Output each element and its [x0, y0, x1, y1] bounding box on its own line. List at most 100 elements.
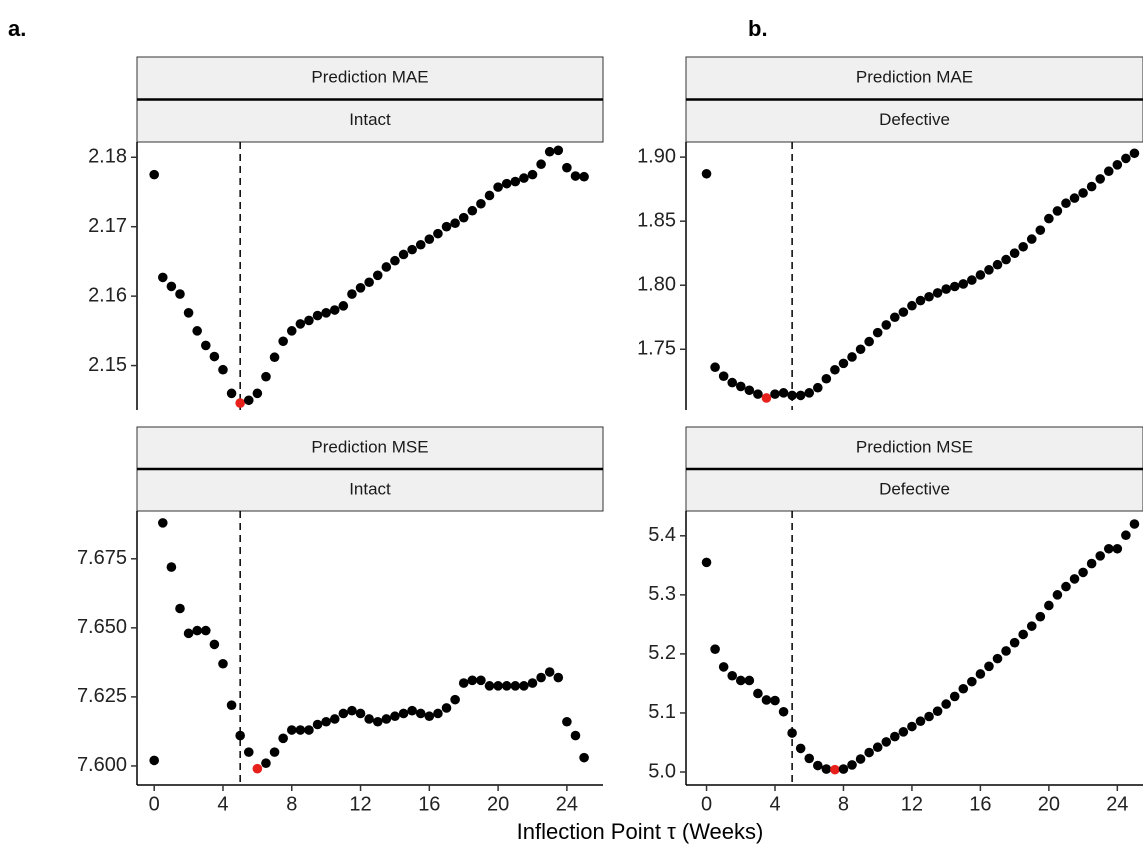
data-point	[941, 284, 951, 294]
data-point	[1112, 160, 1123, 170]
data-point	[958, 683, 969, 694]
data-point	[381, 262, 392, 272]
data-point	[286, 725, 297, 735]
strip-box	[136, 99, 604, 143]
data-point	[787, 390, 797, 401]
data-point	[166, 281, 177, 292]
data-point	[209, 639, 220, 650]
data-point	[907, 721, 917, 732]
data-point	[433, 228, 443, 239]
data-point	[1103, 166, 1114, 177]
data-point	[484, 681, 495, 691]
data-point	[390, 711, 400, 722]
data-point	[1044, 600, 1054, 611]
y-tick-label: 2.17	[88, 215, 127, 237]
data-point	[235, 730, 245, 741]
data-point	[536, 159, 546, 170]
data-point	[744, 675, 755, 686]
data-point	[761, 393, 772, 403]
data-point	[510, 176, 521, 187]
data-point	[838, 358, 849, 369]
data-point	[243, 747, 254, 757]
data-point	[787, 728, 797, 738]
data-point	[864, 336, 874, 347]
data-point	[175, 603, 185, 614]
data-point	[398, 249, 409, 260]
data-point	[252, 763, 263, 774]
data-point	[1069, 574, 1080, 584]
data-point	[544, 667, 555, 677]
strip-box	[685, 99, 1143, 143]
data-point	[553, 145, 564, 156]
x-tick-label: 4	[769, 793, 780, 815]
data-point	[984, 265, 994, 275]
data-point	[476, 198, 486, 209]
data-point	[218, 658, 228, 669]
data-point	[1026, 234, 1037, 244]
data-point	[364, 277, 374, 288]
data-point	[770, 389, 780, 399]
data-point	[1103, 543, 1114, 554]
y-tick-label: 1.75	[637, 338, 676, 360]
data-point	[226, 700, 237, 710]
data-point	[932, 706, 943, 716]
data-point	[1078, 188, 1088, 198]
data-point	[735, 381, 746, 392]
data-point	[1129, 519, 1140, 529]
data-point	[261, 371, 271, 382]
data-point	[830, 764, 840, 775]
data-point	[890, 312, 900, 323]
data-point	[1121, 153, 1131, 164]
data-point	[175, 289, 185, 299]
data-point	[967, 676, 977, 687]
y-tick-label: 1.80	[637, 274, 676, 296]
data-point	[753, 688, 763, 699]
data-point	[579, 171, 589, 182]
x-tick-label: 24	[556, 793, 578, 815]
y-tick-label: 5.0	[648, 760, 676, 782]
data-point	[570, 171, 581, 181]
data-point	[484, 190, 495, 201]
data-point	[519, 681, 529, 691]
data-point	[941, 699, 951, 709]
data-point	[718, 371, 729, 381]
data-point	[890, 731, 900, 742]
data-point	[209, 351, 220, 362]
data-point	[527, 678, 538, 688]
data-point	[864, 747, 874, 758]
data-point	[821, 373, 832, 384]
data-point	[881, 737, 892, 747]
data-point	[932, 288, 943, 298]
strip-box	[136, 468, 604, 512]
data-point	[312, 719, 323, 730]
data-point	[527, 169, 538, 180]
data-point	[553, 672, 564, 683]
x-tick-label: 16	[418, 793, 440, 815]
data-point	[192, 326, 202, 336]
data-point	[710, 362, 720, 373]
data-point	[1009, 637, 1020, 648]
data-point	[544, 146, 555, 157]
y-tick-label: 2.18	[88, 146, 127, 168]
data-point	[804, 388, 815, 398]
data-point	[441, 221, 452, 232]
data-point	[872, 742, 883, 753]
data-point	[727, 670, 738, 681]
data-point	[924, 291, 934, 302]
data-point	[235, 398, 245, 408]
data-point	[1061, 198, 1071, 209]
data-point	[269, 352, 280, 363]
data-point	[1009, 248, 1020, 258]
data-point	[390, 255, 400, 266]
data-point	[476, 675, 486, 686]
data-point	[415, 708, 426, 719]
data-point	[261, 758, 271, 768]
y-tick-label: 2.16	[88, 284, 127, 306]
data-point	[183, 307, 194, 318]
strip-box	[685, 56, 1143, 100]
data-point	[1052, 590, 1063, 600]
data-point	[1018, 629, 1028, 640]
y-tick-label: 7.625	[77, 685, 127, 707]
